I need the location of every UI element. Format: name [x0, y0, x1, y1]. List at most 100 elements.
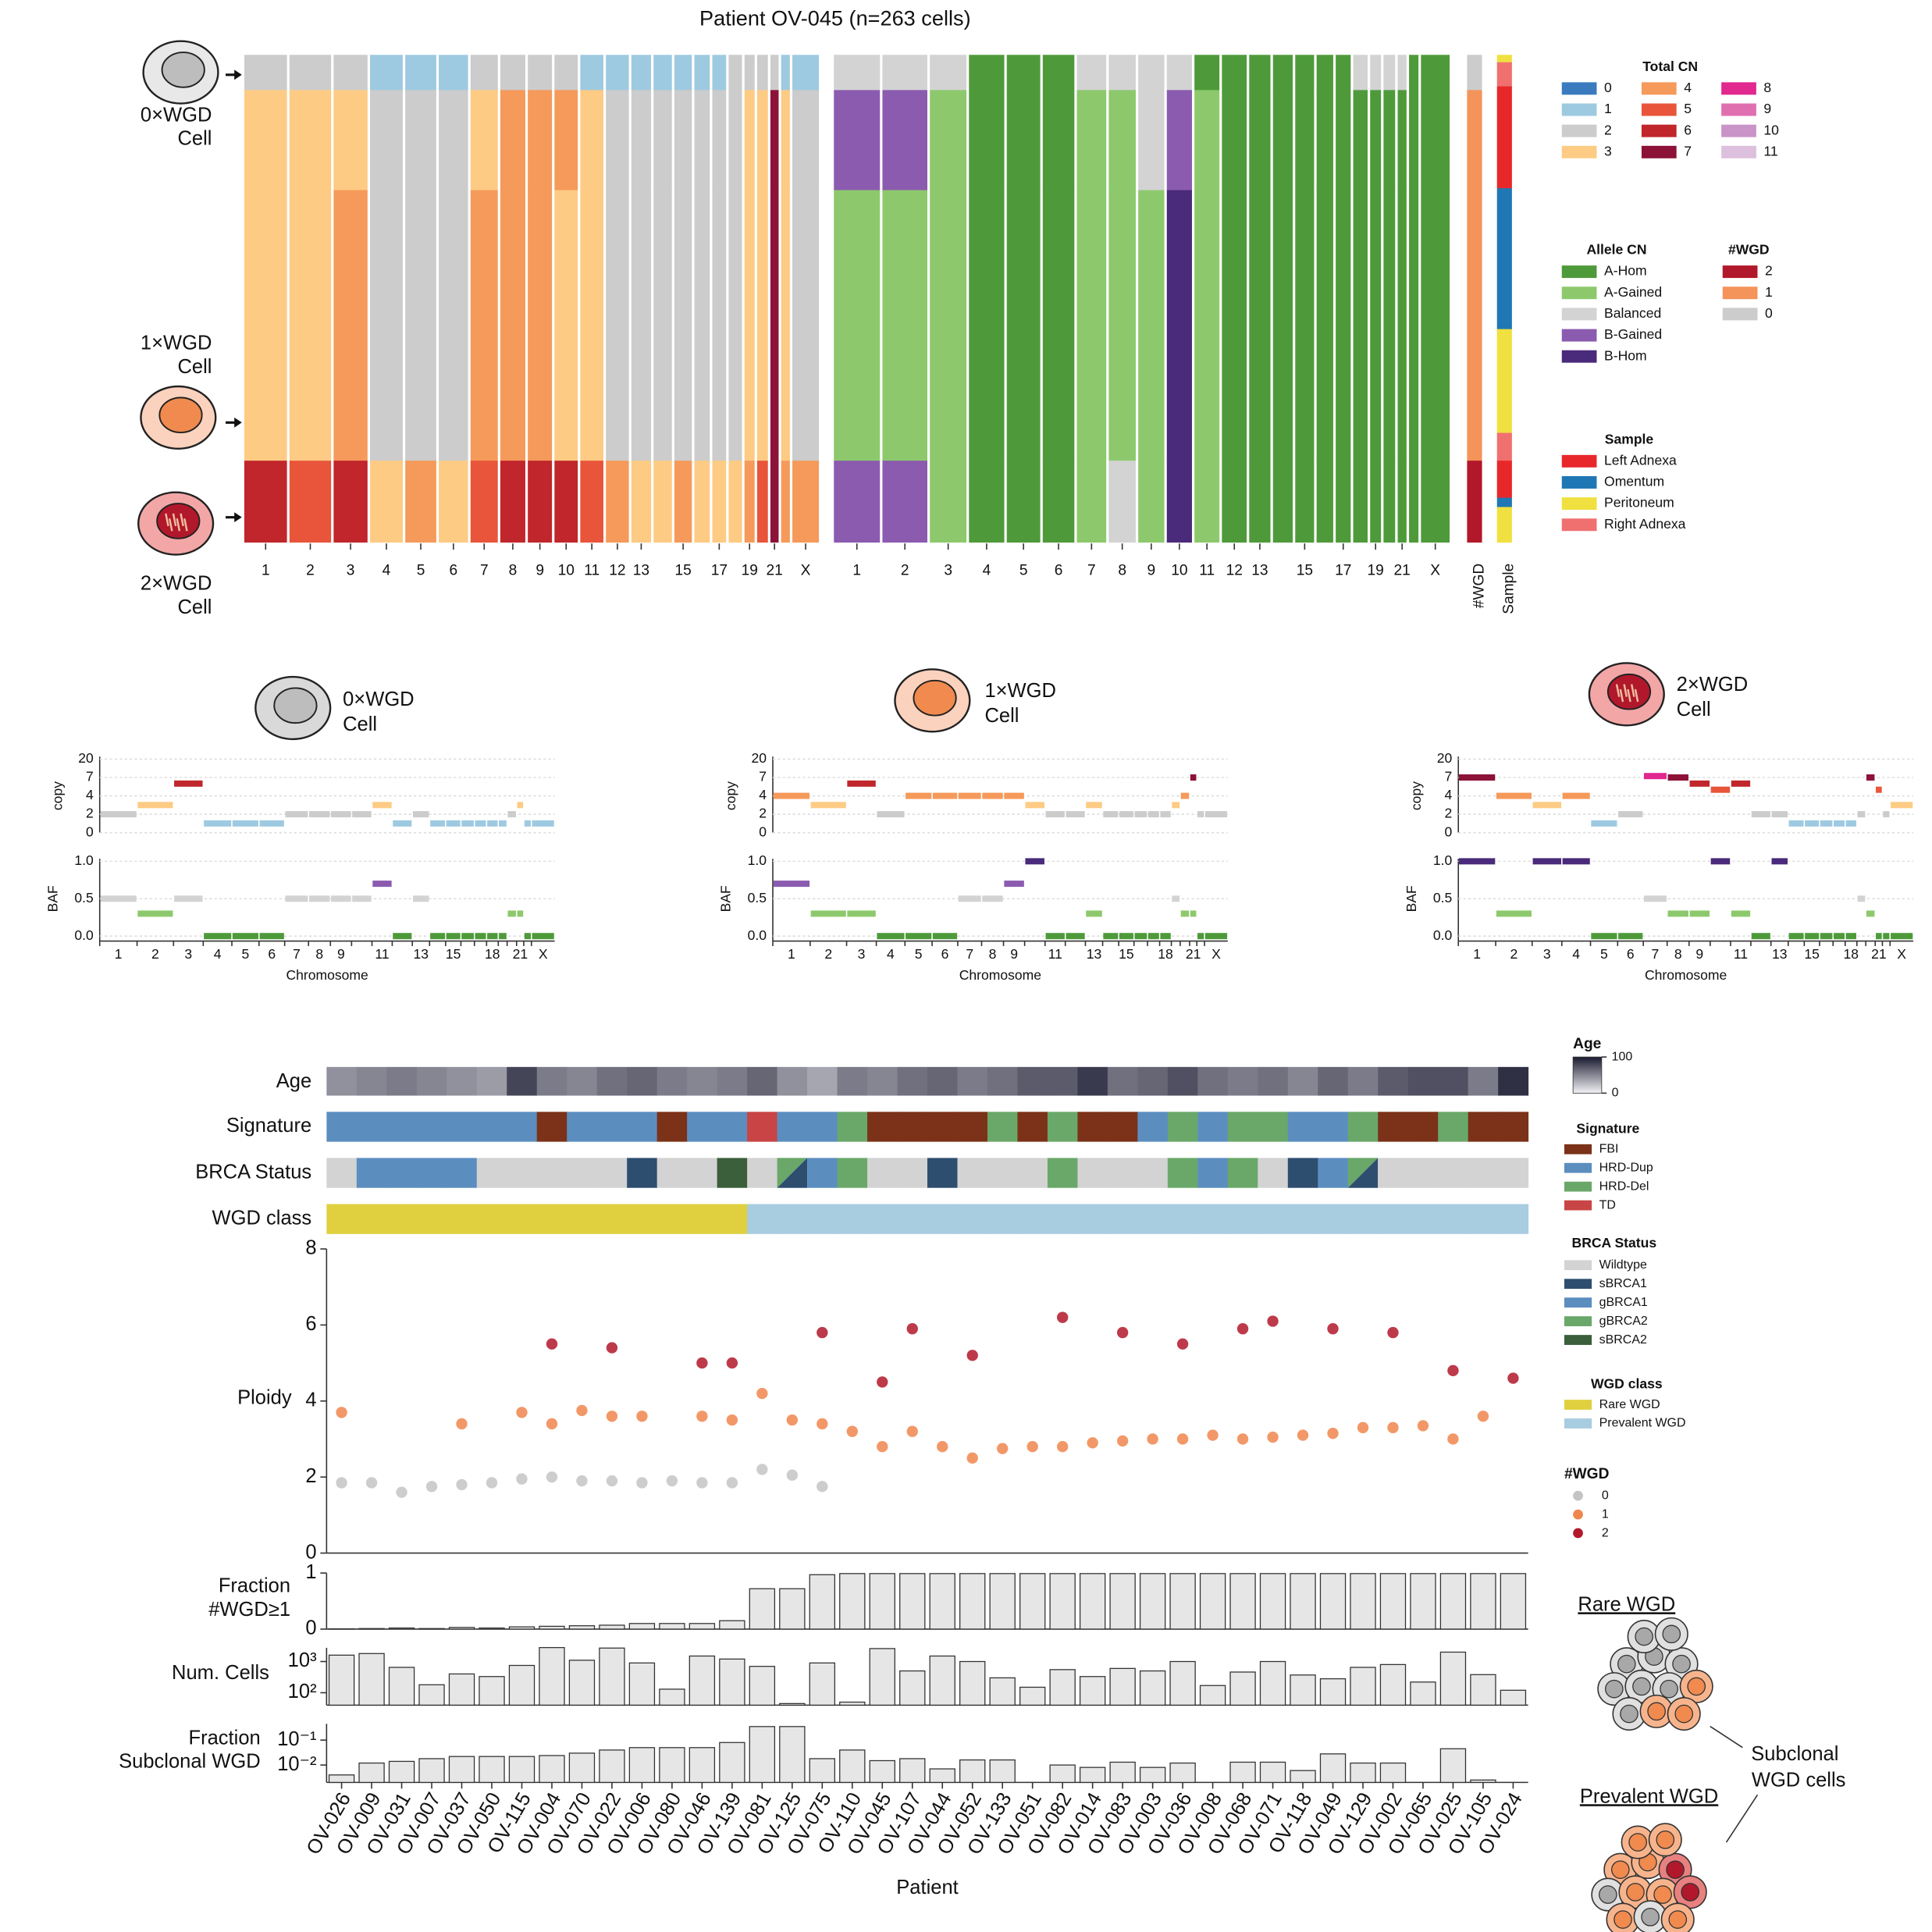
copy-segment	[1160, 811, 1171, 818]
bar	[659, 1688, 685, 1706]
bar	[839, 1573, 866, 1630]
ploidy-point	[516, 1473, 528, 1485]
copy-segment	[1197, 811, 1204, 818]
baf-segment	[958, 895, 981, 902]
age-cell	[536, 1066, 568, 1096]
bar	[1379, 1762, 1407, 1784]
copy-segment	[232, 820, 259, 827]
strip-cell	[596, 1158, 628, 1188]
y-axis-label: copy	[1408, 781, 1424, 810]
legend-label: 8	[1763, 80, 1771, 95]
x-tick-label: X	[1430, 562, 1440, 578]
bar	[929, 1573, 955, 1630]
legend-label: 3	[1604, 143, 1612, 158]
arrow-head	[234, 512, 242, 523]
cartoon-nucleus	[1672, 1654, 1691, 1674]
bar	[779, 1588, 806, 1630]
strip-cell	[1167, 1112, 1198, 1142]
baf-segment	[1459, 858, 1496, 865]
x-tick-label: 8	[989, 946, 997, 962]
heatmap-cell	[1421, 190, 1450, 461]
bar	[899, 1670, 926, 1706]
heatmap-cell	[1421, 55, 1450, 91]
x-tick-label: 8	[1674, 946, 1682, 962]
chromosome-icon	[1631, 684, 1635, 697]
bar	[1319, 1573, 1347, 1630]
strip-cell	[1287, 1204, 1318, 1234]
heatmap-cell	[1108, 190, 1136, 461]
age-cell	[1107, 1066, 1138, 1096]
legend-label: 2	[1604, 122, 1612, 137]
heatmap-cell	[606, 55, 629, 91]
bar	[328, 1774, 355, 1784]
age-cell	[1318, 1066, 1349, 1096]
bar	[929, 1655, 955, 1706]
bar	[659, 1747, 685, 1784]
legend-swatch	[1641, 103, 1677, 116]
legend-label: gBRCA1	[1599, 1296, 1648, 1309]
copy-segment	[1532, 802, 1562, 809]
copy-segment	[1025, 802, 1044, 809]
baf-segment	[1190, 910, 1197, 917]
y-tick-label: 0	[1444, 824, 1452, 839]
strip-cell	[627, 1158, 658, 1188]
age-cell	[957, 1066, 988, 1096]
copy-segment	[1857, 811, 1866, 818]
heatmap-cell	[1353, 55, 1368, 91]
x-tick-label: 2	[824, 946, 832, 962]
baf-segment	[1204, 933, 1228, 940]
strip-cell	[1318, 1204, 1349, 1234]
x-tick-label: 3	[1543, 946, 1551, 962]
bar	[1229, 1573, 1256, 1630]
heatmap-cell	[756, 190, 768, 461]
x-tick-label: 15	[1297, 562, 1313, 578]
bar	[1350, 1573, 1376, 1630]
strip-cell	[326, 1204, 358, 1234]
cell-label: Cell	[177, 356, 212, 378]
ploidy-point	[576, 1475, 588, 1487]
ploidy-point	[1026, 1441, 1038, 1453]
cartoon-nucleus	[1617, 1654, 1636, 1674]
ploidy-point	[606, 1411, 618, 1422]
bar	[869, 1759, 895, 1784]
copy-segment	[475, 820, 486, 827]
x-tick-label: 7	[293, 946, 301, 962]
ploidy-point	[966, 1350, 978, 1361]
legend-swatch	[1564, 1400, 1592, 1410]
copy-segment	[1134, 811, 1147, 818]
y2-tick-label: 0.0	[748, 927, 767, 943]
cartoon-nucleus	[1599, 1885, 1617, 1904]
y-tick-label: 0	[759, 824, 767, 839]
strip-cell	[1167, 1158, 1198, 1188]
copy-segment	[1204, 811, 1228, 818]
strip-cell	[1197, 1158, 1229, 1188]
legend-label: B-Gained	[1604, 326, 1662, 342]
heatmap-cell	[744, 55, 755, 91]
baf-segment	[507, 910, 516, 917]
heatmap-cell	[554, 90, 578, 191]
x-tick-label: 6	[941, 946, 949, 962]
legend-label: 10	[1763, 122, 1779, 137]
y-axis-label: Subclonal WGD	[119, 1751, 261, 1773]
legend-swatch	[1561, 286, 1597, 300]
legend-swatch	[1564, 1279, 1592, 1290]
ploidy-point	[1116, 1435, 1129, 1447]
strip-cell	[777, 1112, 808, 1142]
bar	[418, 1684, 445, 1706]
x-tick-label: 7	[480, 562, 489, 578]
heatmap-cell	[631, 90, 652, 191]
ploidy-point	[877, 1441, 888, 1453]
track-segment	[1496, 432, 1512, 461]
heatmap-cell	[1042, 190, 1075, 461]
strip-cell	[807, 1158, 838, 1188]
x-tick-label: 9	[1695, 946, 1703, 962]
bar	[599, 1624, 625, 1630]
heatmap-cell	[969, 190, 1005, 461]
strip-cell	[747, 1204, 778, 1234]
legend-swatch	[1564, 1260, 1592, 1271]
copy-segment	[1618, 811, 1643, 818]
y-tick-label: 7	[1444, 769, 1452, 785]
legend-swatch	[1641, 145, 1677, 158]
age-cell	[356, 1066, 387, 1096]
x-tick-label: 10	[1171, 562, 1187, 578]
